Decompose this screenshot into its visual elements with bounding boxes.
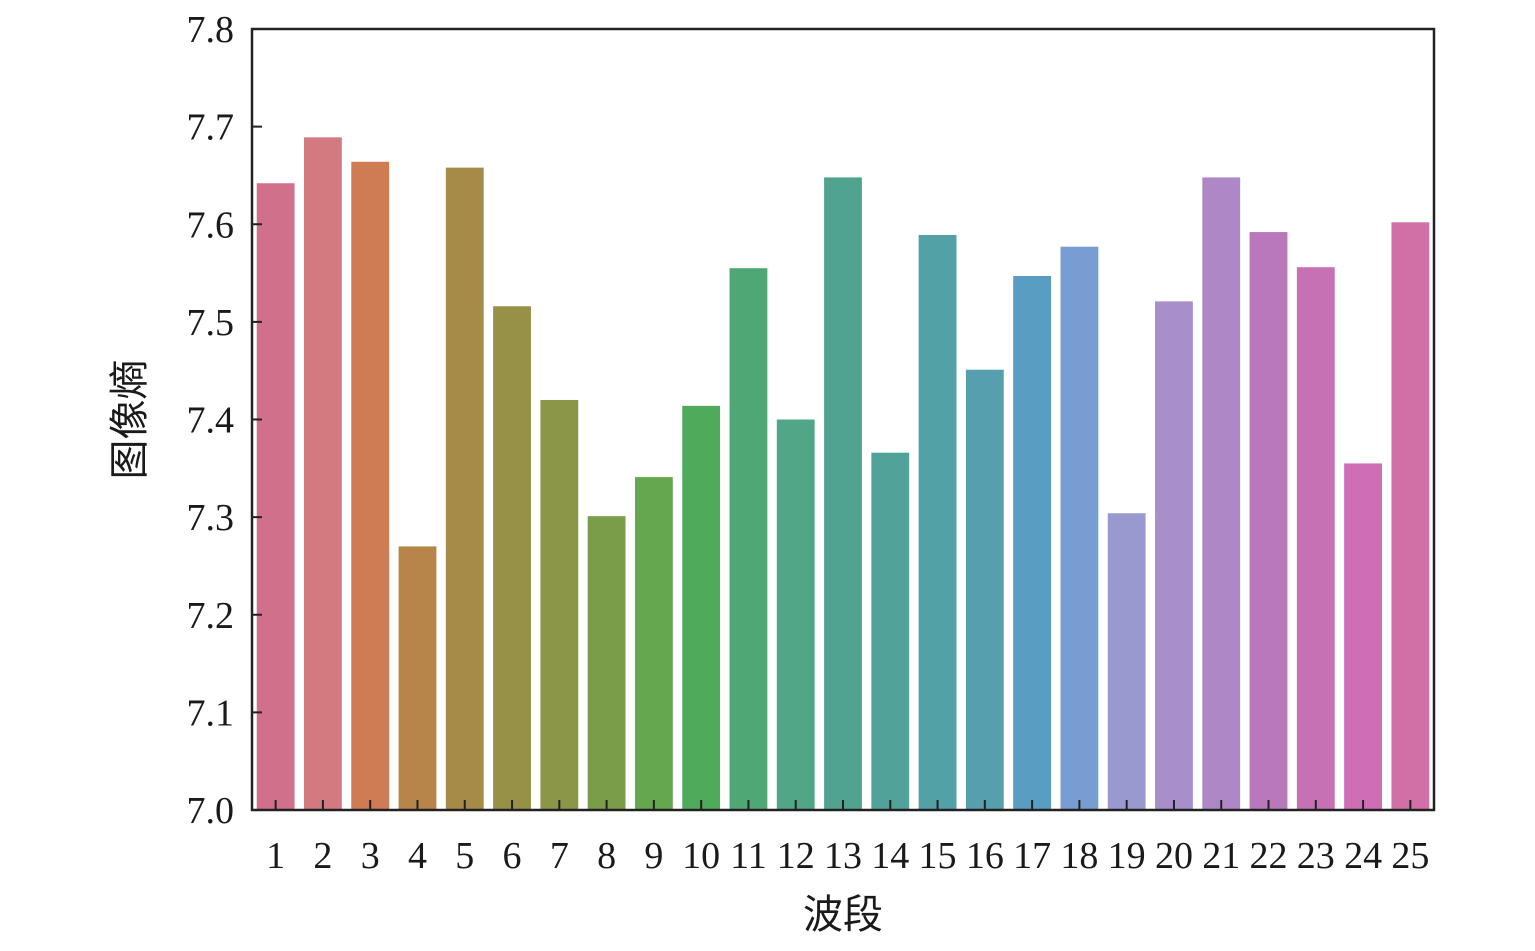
bar-8 xyxy=(587,516,626,810)
x-tick-label-4: 4 xyxy=(408,835,427,877)
bar-14 xyxy=(871,452,910,810)
y-tick-label-7.3: 7.3 xyxy=(187,497,235,539)
bar-22 xyxy=(1249,232,1288,810)
x-tick-label-21: 21 xyxy=(1202,835,1240,877)
y-tick-label-7.5: 7.5 xyxy=(187,302,235,344)
x-tick-label-24: 24 xyxy=(1344,835,1382,877)
bar-1 xyxy=(256,183,295,810)
bar-15 xyxy=(918,234,957,810)
x-tick-label-10: 10 xyxy=(682,835,720,877)
x-tick-label-2: 2 xyxy=(313,835,332,877)
bar-7 xyxy=(540,399,579,810)
x-tick-label-7: 7 xyxy=(550,835,569,877)
x-tick-label-1: 1 xyxy=(266,835,285,877)
bars-group xyxy=(256,137,1430,811)
x-tick-label-25: 25 xyxy=(1391,835,1429,877)
bar-2 xyxy=(304,137,342,810)
y-tick-label-7.0: 7.0 xyxy=(187,790,235,832)
x-axis-title: 波段 xyxy=(803,892,883,938)
bar-17 xyxy=(1013,275,1052,811)
y-axis-title: 图像熵 xyxy=(107,360,153,480)
bar-18 xyxy=(1060,246,1099,811)
x-tick-label-14: 14 xyxy=(871,835,909,877)
x-tick-label-22: 22 xyxy=(1250,835,1288,877)
ticks-group: 1 2 3 4 5 6 7 8 9 10 11 12 13 14 15 16 17 18 19 20 21 22 23 24 2… xyxy=(187,9,1430,877)
bar-12 xyxy=(776,419,815,810)
bar-23 xyxy=(1296,267,1335,811)
x-tick-label-17: 17 xyxy=(1013,835,1051,877)
bar-25 xyxy=(1391,222,1430,811)
x-tick-label-3: 3 xyxy=(361,835,380,877)
y-tick-label-7.6: 7.6 xyxy=(187,204,235,246)
bar-20 xyxy=(1155,301,1193,810)
bar-11 xyxy=(729,268,768,810)
bar-24 xyxy=(1344,463,1382,810)
x-tick-label-13: 13 xyxy=(824,835,862,877)
bar-19 xyxy=(1107,513,1146,810)
bar-10 xyxy=(682,405,721,810)
x-tick-label-11: 11 xyxy=(730,835,767,877)
x-tick-label-19: 19 xyxy=(1108,835,1146,877)
x-tick-label-12: 12 xyxy=(777,835,815,877)
x-tick-label-15: 15 xyxy=(919,835,957,877)
x-tick-label-18: 18 xyxy=(1060,835,1098,877)
bar-3 xyxy=(351,161,390,810)
y-tick-label-7.2: 7.2 xyxy=(187,595,235,637)
bar-13 xyxy=(824,177,862,810)
bar-21 xyxy=(1202,177,1241,810)
y-tick-label-7.8: 7.8 xyxy=(187,9,235,51)
y-tick-label-7.7: 7.7 xyxy=(187,107,235,149)
bar-5 xyxy=(445,167,484,810)
x-tick-label-9: 9 xyxy=(644,835,663,877)
x-tick-label-20: 20 xyxy=(1155,835,1193,877)
x-tick-label-23: 23 xyxy=(1297,835,1335,877)
y-tick-label-7.4: 7.4 xyxy=(187,400,235,442)
bar-4 xyxy=(398,546,437,810)
bar-16 xyxy=(965,369,1004,810)
bar-9 xyxy=(634,477,673,810)
bar-6 xyxy=(493,306,531,810)
x-tick-label-5: 5 xyxy=(455,835,474,877)
x-tick-label-16: 16 xyxy=(966,835,1004,877)
x-tick-label-6: 6 xyxy=(503,835,522,877)
y-tick-label-7.1: 7.1 xyxy=(187,692,235,734)
x-tick-label-8: 8 xyxy=(597,835,616,877)
